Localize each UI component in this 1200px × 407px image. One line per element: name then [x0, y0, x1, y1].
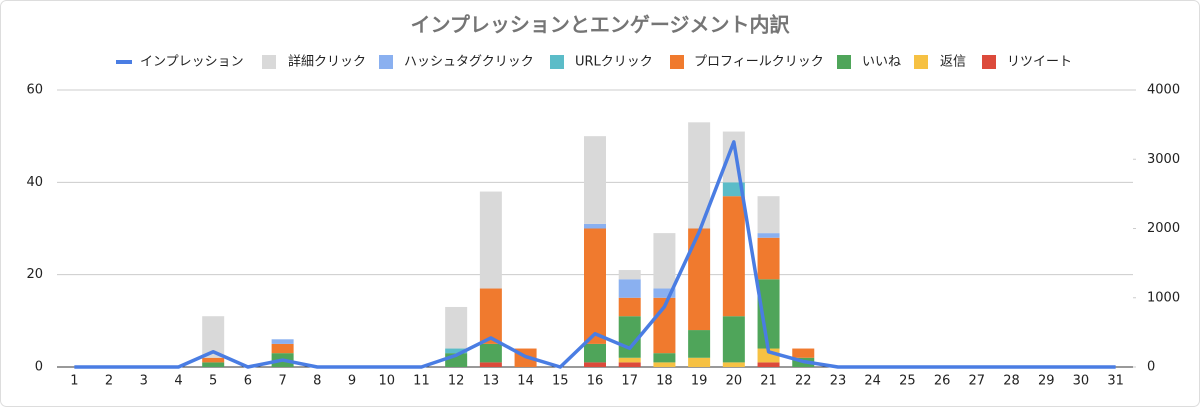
- x-tick-label: 26: [934, 374, 951, 389]
- bar-segment: [618, 357, 641, 363]
- x-tick-label: 2: [105, 374, 113, 389]
- bar-segment: [584, 228, 606, 344]
- legend-swatch: [982, 55, 996, 69]
- legend-label: プロフィールクリック: [694, 55, 824, 70]
- x-tick-label: 13: [483, 374, 500, 389]
- legend-swatch: [670, 55, 684, 69]
- legend-swatch: [262, 55, 276, 69]
- x-tick-label: 8: [313, 374, 321, 389]
- x-tick-label: 22: [795, 374, 812, 389]
- x-tick-label: 5: [209, 374, 217, 389]
- y2-tick-label: 0: [1147, 360, 1155, 375]
- bar-segment: [792, 348, 815, 358]
- legend-swatch: [914, 55, 928, 69]
- x-tick-label: 20: [726, 374, 743, 389]
- x-tick-label: 11: [413, 374, 430, 389]
- x-tick-label: 10: [378, 374, 395, 389]
- x-tick-label: 24: [864, 374, 881, 389]
- x-tick-label: 29: [1038, 374, 1055, 389]
- legend-label: URLクリック: [575, 55, 653, 70]
- bar-segment: [653, 362, 676, 367]
- x-tick-label: 30: [1073, 374, 1090, 389]
- bar-segment: [584, 362, 606, 367]
- y2-tick-label: 2000: [1147, 221, 1180, 236]
- x-tick-label: 17: [621, 374, 638, 389]
- bar-segment: [688, 122, 711, 229]
- y-tick-label: 20: [26, 267, 43, 282]
- x-tick-label: 19: [691, 374, 708, 389]
- legend-label: いいね: [862, 55, 901, 70]
- bar-segment: [479, 343, 502, 363]
- bar-segment: [688, 228, 711, 331]
- bar-segment: [618, 279, 641, 298]
- bar-segment: [757, 279, 780, 349]
- x-tick-label: 7: [278, 374, 286, 389]
- bar-segment: [653, 288, 676, 298]
- x-tick-label: 16: [587, 374, 604, 389]
- bar-segment: [618, 270, 641, 280]
- x-tick-label: 21: [760, 374, 777, 389]
- legend-label: 詳細クリック: [288, 54, 366, 70]
- bar-segment: [722, 131, 745, 183]
- bar-segment: [688, 357, 711, 367]
- bar-segment: [479, 191, 502, 289]
- x-tick-label: 18: [656, 374, 673, 389]
- bar-segment: [722, 316, 745, 363]
- bar-segment: [757, 237, 780, 280]
- x-tick-label: 1: [70, 374, 78, 389]
- chart-title: インプレッションとエンゲージメント内訳: [411, 13, 791, 37]
- bar-segment: [688, 330, 711, 358]
- line: [74, 140, 1116, 369]
- x-tick-label: 28: [1003, 374, 1020, 389]
- bar-segment: [479, 362, 502, 367]
- bar-segment: [202, 362, 225, 367]
- legend-label: インプレッション: [140, 55, 244, 70]
- bar-segment: [618, 297, 641, 317]
- bar-segment: [757, 233, 780, 238]
- bar-segment: [479, 288, 502, 344]
- x-tick-label: 3: [140, 374, 148, 389]
- bar-segment: [722, 362, 745, 367]
- bar-segment: [271, 343, 294, 354]
- bar-segment: [757, 362, 780, 367]
- x-tick-label: 23: [830, 374, 847, 389]
- x-tick-label: 6: [244, 374, 252, 389]
- x-tick-label: 25: [899, 374, 916, 389]
- y-tick-label: 40: [26, 175, 43, 190]
- bar-segment: [618, 362, 641, 367]
- x-tick-label: 27: [969, 374, 986, 389]
- legend-label: ハッシュタグクリック: [404, 55, 534, 70]
- y-tick-label: 60: [26, 83, 43, 98]
- bar-segment: [445, 348, 468, 354]
- x-tick-label: 15: [552, 374, 569, 389]
- bar-segment: [271, 339, 294, 344]
- bar-segment: [584, 343, 606, 363]
- bar-segment: [653, 233, 676, 289]
- x-tick-label: 9: [348, 374, 356, 389]
- bar-segment: [202, 316, 225, 358]
- legend-swatch: [837, 55, 851, 69]
- y-tick-label: 0: [35, 360, 43, 375]
- legend-label: リツイート: [1007, 55, 1072, 70]
- y2-tick-label: 1000: [1147, 290, 1180, 305]
- x-tick-label: 31: [1107, 374, 1124, 389]
- y2-tick-label: 3000: [1147, 152, 1180, 167]
- x-tick-label: 14: [517, 374, 534, 389]
- x-tick-label: 4: [174, 374, 182, 389]
- legend-swatch: [379, 55, 393, 69]
- legend-label: 返信: [940, 55, 966, 70]
- bar-segment: [584, 223, 606, 229]
- legend-swatch: [550, 55, 564, 69]
- bar-segment: [722, 196, 745, 317]
- bar-segment: [445, 306, 468, 349]
- y2-tick-label: 4000: [1147, 83, 1180, 98]
- bar-segment: [584, 136, 606, 224]
- bar-segment: [202, 357, 225, 363]
- x-tick-label: 12: [448, 374, 465, 389]
- bar-segment: [653, 353, 676, 363]
- bar-segment: [757, 196, 780, 234]
